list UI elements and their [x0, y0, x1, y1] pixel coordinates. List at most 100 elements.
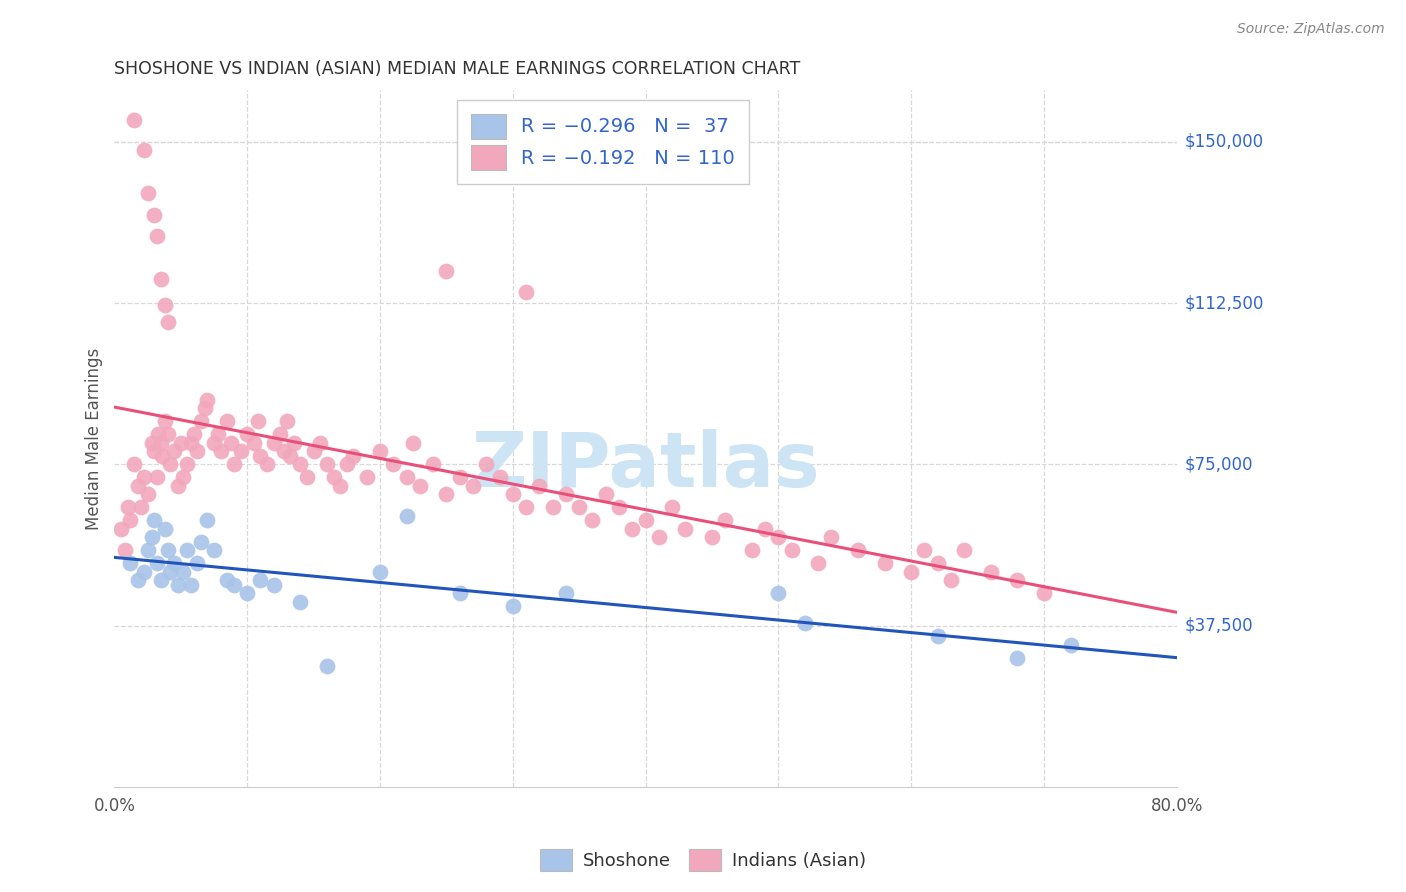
Point	[163, 444, 186, 458]
Point	[673, 522, 696, 536]
Point	[368, 565, 391, 579]
Point	[110, 522, 132, 536]
Point	[278, 449, 301, 463]
Point	[269, 427, 291, 442]
Point	[180, 578, 202, 592]
Point	[149, 272, 172, 286]
Point	[309, 435, 332, 450]
Point	[236, 586, 259, 600]
Point	[449, 470, 471, 484]
Point	[219, 435, 242, 450]
Point	[461, 479, 484, 493]
Point	[146, 556, 169, 570]
Point	[754, 522, 776, 536]
Point	[529, 479, 551, 493]
Point	[714, 513, 737, 527]
Point	[1007, 574, 1029, 588]
Point	[434, 487, 457, 501]
Point	[202, 543, 225, 558]
Point	[143, 208, 166, 222]
Point	[595, 487, 617, 501]
Point	[780, 543, 803, 558]
Point	[114, 543, 136, 558]
Point	[488, 470, 510, 484]
Point	[124, 458, 146, 472]
Point	[136, 487, 159, 501]
Point	[449, 586, 471, 600]
Point	[153, 522, 176, 536]
Point	[190, 534, 212, 549]
Point	[222, 458, 245, 472]
Point	[568, 500, 591, 515]
Point	[515, 500, 537, 515]
Point	[581, 513, 603, 527]
Point	[263, 578, 285, 592]
Point	[475, 458, 498, 472]
Point	[217, 414, 239, 428]
Point	[900, 565, 922, 579]
Point	[1007, 650, 1029, 665]
Text: $112,500: $112,500	[1185, 294, 1264, 312]
Point	[243, 435, 266, 450]
Point	[153, 414, 176, 428]
Point	[156, 543, 179, 558]
Point	[143, 513, 166, 527]
Point	[170, 435, 193, 450]
Point	[1033, 586, 1056, 600]
Point	[434, 264, 457, 278]
Point	[741, 543, 763, 558]
Point	[263, 435, 285, 450]
Point	[156, 427, 179, 442]
Text: SHOSHONE VS INDIAN (ASIAN) MEDIAN MALE EARNINGS CORRELATION CHART: SHOSHONE VS INDIAN (ASIAN) MEDIAN MALE E…	[114, 60, 800, 78]
Point	[295, 470, 318, 484]
Point	[136, 186, 159, 201]
Point	[607, 500, 630, 515]
Point	[953, 543, 976, 558]
Point	[541, 500, 564, 515]
Point	[149, 435, 172, 450]
Point	[661, 500, 683, 515]
Point	[194, 401, 217, 416]
Text: ZIPatlas: ZIPatlas	[471, 429, 820, 503]
Point	[395, 470, 418, 484]
Y-axis label: Median Male Earnings: Median Male Earnings	[86, 347, 103, 530]
Point	[256, 458, 278, 472]
Point	[153, 298, 176, 312]
Point	[120, 556, 142, 570]
Point	[621, 522, 644, 536]
Point	[246, 414, 269, 428]
Point	[124, 113, 146, 128]
Point	[249, 449, 271, 463]
Point	[768, 531, 790, 545]
Point	[183, 427, 205, 442]
Point	[132, 144, 155, 158]
Point	[336, 458, 359, 472]
Point	[1059, 638, 1081, 652]
Point	[302, 444, 325, 458]
Point	[146, 470, 169, 484]
Point	[141, 531, 163, 545]
Point	[807, 556, 830, 570]
Point	[236, 427, 259, 442]
Point	[939, 574, 962, 588]
Point	[217, 574, 239, 588]
Text: $150,000: $150,000	[1185, 133, 1264, 151]
Point	[273, 444, 295, 458]
Point	[172, 565, 194, 579]
Point	[229, 444, 252, 458]
Point	[980, 565, 1002, 579]
Point	[634, 513, 657, 527]
Point	[315, 458, 337, 472]
Point	[117, 500, 139, 515]
Point	[409, 479, 432, 493]
Point	[202, 435, 225, 450]
Point	[148, 427, 170, 442]
Point	[422, 458, 444, 472]
Point	[209, 444, 232, 458]
Point	[172, 470, 194, 484]
Point	[120, 513, 142, 527]
Point	[159, 458, 181, 472]
Point	[283, 435, 305, 450]
Point	[186, 556, 208, 570]
Point	[149, 574, 172, 588]
